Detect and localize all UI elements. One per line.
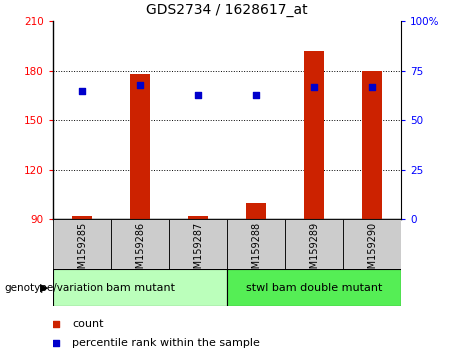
Point [136, 82, 144, 87]
Bar [227, 269, 401, 306]
Text: bam mutant: bam mutant [106, 282, 175, 293]
Text: GSM159285: GSM159285 [77, 222, 87, 281]
Bar [304, 51, 324, 219]
Title: GDS2734 / 1628617_at: GDS2734 / 1628617_at [146, 4, 308, 17]
Text: GSM159287: GSM159287 [193, 222, 203, 281]
Point [255, 266, 262, 271]
Bar [169, 219, 227, 269]
Bar [111, 219, 169, 269]
Point [310, 84, 318, 90]
Text: count: count [72, 319, 104, 329]
Bar [53, 269, 227, 306]
Point [368, 84, 376, 90]
Text: stwl bam double mutant: stwl bam double mutant [246, 282, 382, 293]
Bar [285, 219, 343, 269]
Bar [72, 216, 92, 219]
Text: ▶: ▶ [40, 282, 48, 293]
Bar [130, 74, 150, 219]
Bar [53, 219, 111, 269]
Text: GSM159288: GSM159288 [251, 222, 261, 281]
Bar [227, 219, 285, 269]
Text: GSM159290: GSM159290 [367, 222, 377, 281]
Text: genotype/variation: genotype/variation [5, 282, 104, 293]
Bar [188, 216, 208, 219]
Point [252, 92, 260, 97]
Point [195, 92, 202, 97]
Text: GSM159289: GSM159289 [309, 222, 319, 281]
Text: percentile rank within the sample: percentile rank within the sample [72, 338, 260, 348]
Text: GSM159286: GSM159286 [135, 222, 145, 281]
Point [255, 88, 262, 94]
Bar [246, 203, 266, 219]
Bar [343, 219, 401, 269]
Point [78, 88, 86, 93]
Bar [362, 71, 382, 219]
